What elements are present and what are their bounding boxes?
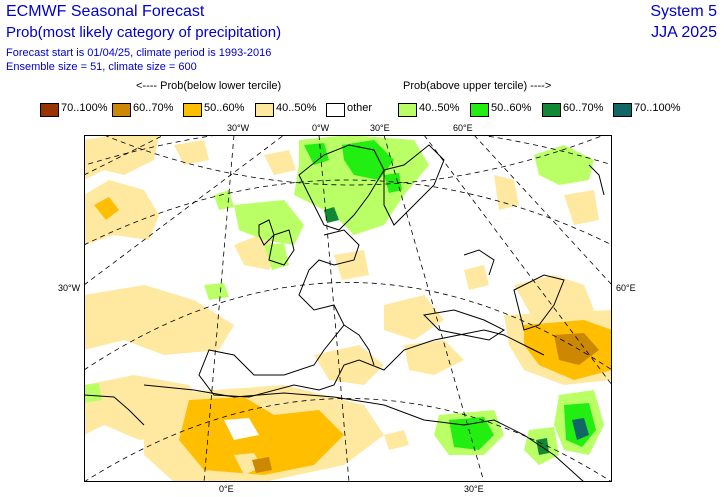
coastlines [84,144,605,482]
legend-swatch [398,103,417,117]
season-label: JJA 2025 [651,24,717,41]
legend-above-caption: Prob(above upper tercile) ----> [403,80,552,92]
legend-swatch [40,103,59,117]
system-label: System 5 [650,3,717,20]
legend-swatch [112,103,131,117]
lon-label-30e-bottom: 30°E [464,484,484,494]
legend-label: other [347,102,373,114]
map-frame [84,135,612,482]
legend-label: 40..50% [419,102,460,114]
lon-label-0-bottom: 0°E [219,484,234,494]
lat-label-30w-left: 30°W [58,283,81,293]
legend-swatch [542,103,561,117]
forecast-info: Forecast start is 01/04/25, climate peri… [6,47,272,59]
legend-below-caption: <---- Prob(below lower tercile) [136,80,282,92]
chart-subtitle: Prob(most likely category of precipitati… [6,24,282,41]
lon-label-30w-top: 30°W [227,123,250,133]
lon-label-60e-top: 60°E [453,123,473,133]
legend-label: 60..70% [133,102,174,114]
lat-label-60e-right: 60°E [616,283,636,293]
below-tercile-patches [84,135,612,482]
legend-label: 50..60% [491,102,532,114]
ensemble-info: Ensemble size = 51, climate size = 600 [6,61,197,73]
legend-swatch [255,103,274,117]
legend-swatch [470,103,489,117]
legend-label: 70..100% [634,102,681,114]
legend-swatch [613,103,632,117]
forecast-map [84,135,612,482]
legend-swatch [183,103,202,117]
legend-label: 60..70% [563,102,604,114]
legend-label: 50..60% [204,102,245,114]
chart-title: ECMWF Seasonal Forecast [6,3,205,20]
legend-label: 70..100% [61,102,108,114]
legend-label: 40..50% [276,102,317,114]
legend-swatch [326,103,345,117]
lon-label-0-top: 0°W [312,123,330,133]
lon-label-30e-top: 30°E [370,123,390,133]
